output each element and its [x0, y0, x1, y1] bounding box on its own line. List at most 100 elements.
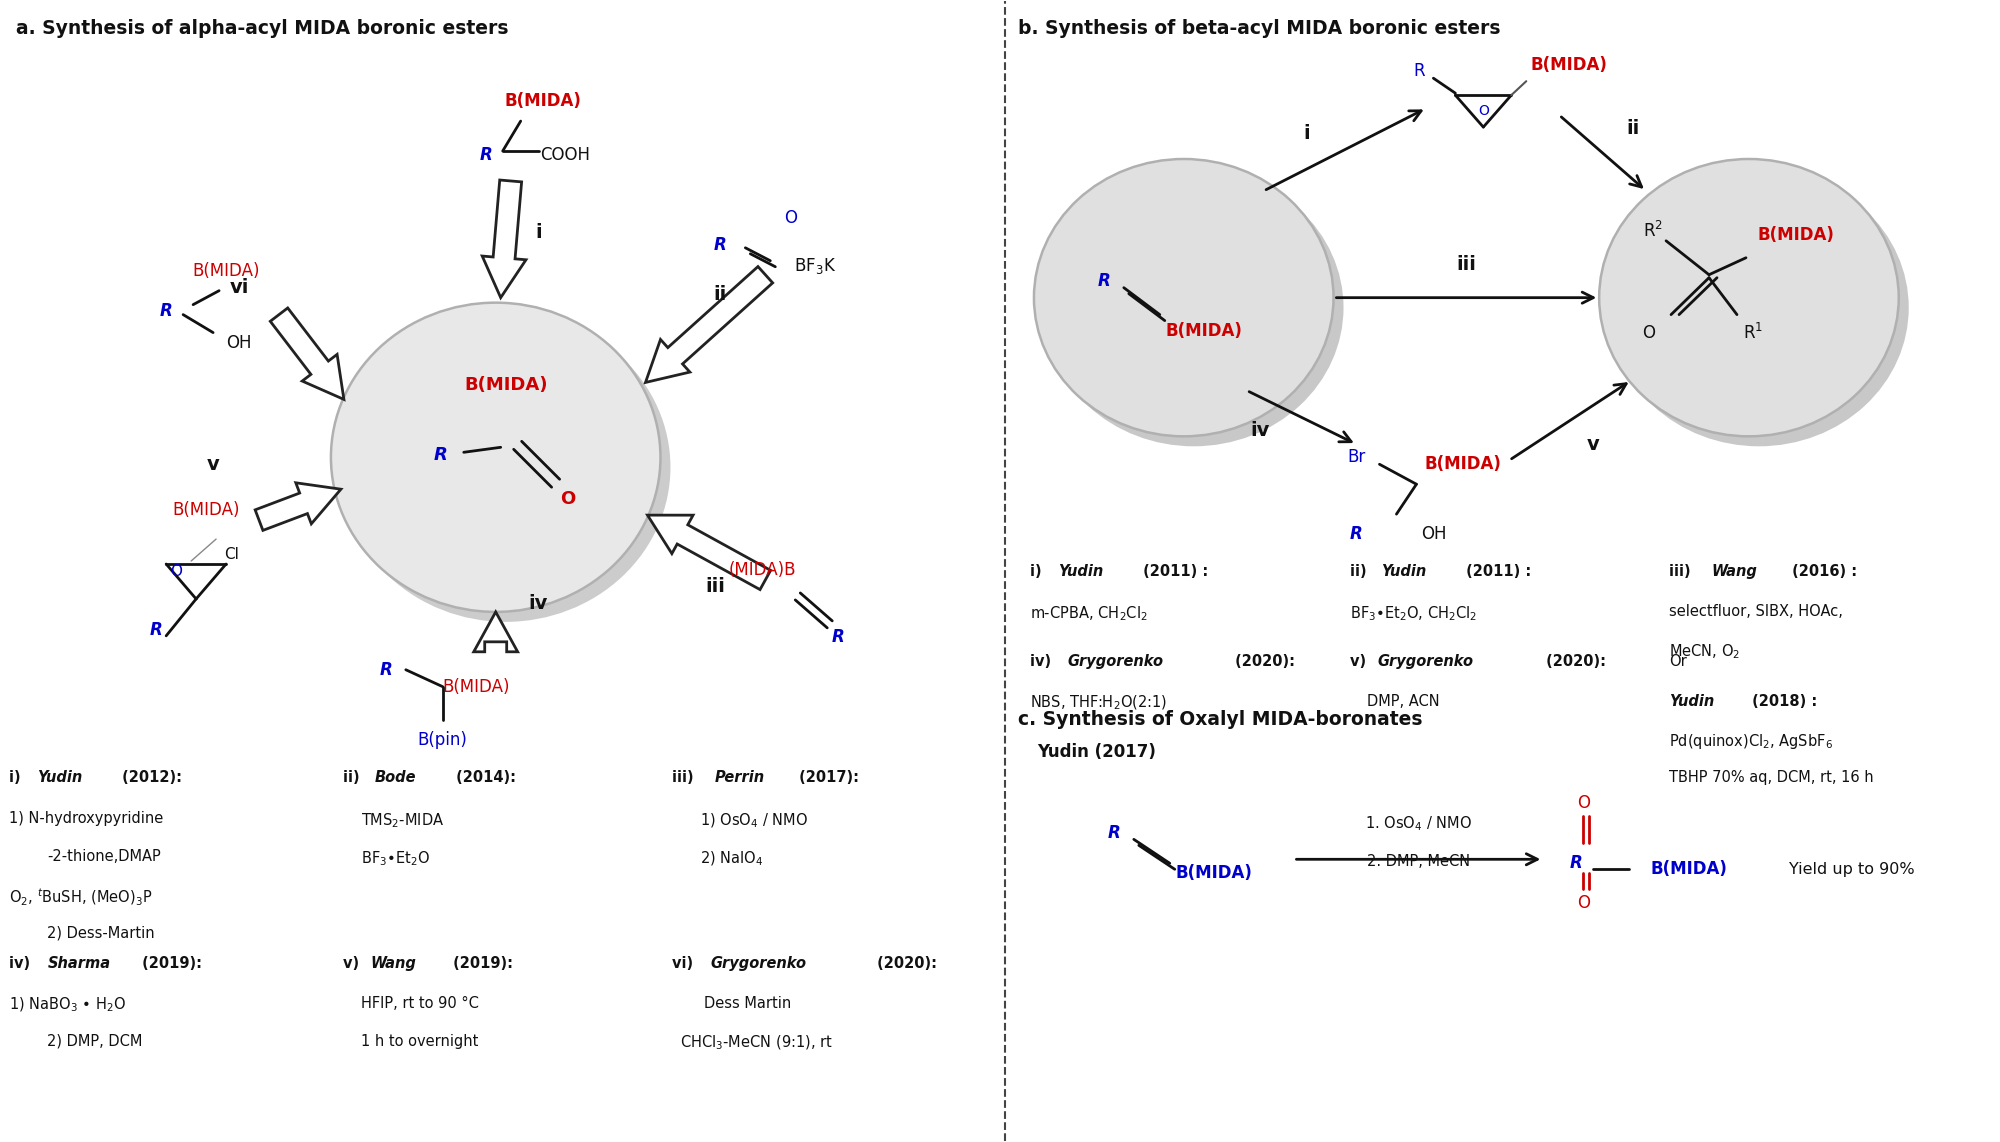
Text: B(MIDA): B(MIDA) — [442, 677, 510, 695]
Text: (2011) :: (2011) : — [1138, 564, 1208, 579]
Text: v: v — [206, 455, 220, 474]
Text: Grygorenko: Grygorenko — [1378, 654, 1474, 669]
Text: 1) NaBO$_3$ • H$_2$O: 1) NaBO$_3$ • H$_2$O — [10, 996, 126, 1014]
Text: COOH: COOH — [540, 146, 590, 164]
Text: Cl: Cl — [224, 547, 238, 562]
Text: R: R — [480, 146, 492, 164]
Text: O: O — [784, 209, 796, 227]
Text: v): v) — [342, 956, 364, 971]
Text: R: R — [1414, 62, 1426, 80]
Text: (2020):: (2020): — [1542, 654, 1606, 669]
Text: 2) NaIO$_4$: 2) NaIO$_4$ — [700, 850, 764, 868]
Text: Yudin: Yudin — [38, 770, 82, 785]
Text: b. Synthesis of beta-acyl MIDA boronic esters: b. Synthesis of beta-acyl MIDA boronic e… — [1018, 18, 1500, 38]
Text: (2019):: (2019): — [448, 956, 512, 971]
Text: a. Synthesis of alpha-acyl MIDA boronic esters: a. Synthesis of alpha-acyl MIDA boronic … — [16, 18, 508, 38]
Text: iii: iii — [706, 578, 726, 596]
Text: (2018) :: (2018) : — [1746, 693, 1818, 709]
Ellipse shape — [1610, 169, 1908, 447]
Text: ii: ii — [1626, 119, 1640, 137]
Text: (2016) :: (2016) : — [1786, 564, 1858, 579]
Text: OH: OH — [226, 333, 252, 352]
Text: R: R — [832, 628, 844, 646]
Text: Dess Martin: Dess Martin — [704, 996, 792, 1011]
Text: R$^1$: R$^1$ — [1742, 322, 1764, 343]
Text: B(MIDA): B(MIDA) — [504, 93, 582, 110]
Text: (2017):: (2017): — [794, 770, 860, 785]
Ellipse shape — [1034, 159, 1334, 436]
Ellipse shape — [1600, 159, 1898, 436]
Text: i): i) — [10, 770, 26, 785]
Text: iii: iii — [1456, 256, 1476, 274]
Text: ii): ii) — [1350, 564, 1372, 579]
Text: iv): iv) — [1030, 654, 1056, 669]
Text: (2011) :: (2011) : — [1462, 564, 1532, 579]
Polygon shape — [256, 483, 340, 530]
Text: Grygorenko: Grygorenko — [710, 956, 806, 971]
Text: v): v) — [1350, 654, 1370, 669]
Text: Yudin: Yudin — [1382, 564, 1426, 579]
Text: R: R — [1570, 854, 1582, 872]
Polygon shape — [270, 308, 344, 400]
Text: NBS, THF:H$_2$O(2:1): NBS, THF:H$_2$O(2:1) — [1030, 693, 1168, 713]
Text: iii): iii) — [672, 770, 700, 785]
Text: B(MIDA): B(MIDA) — [1424, 456, 1502, 473]
Text: Bode: Bode — [374, 770, 416, 785]
Text: R: R — [160, 301, 172, 320]
Text: Yudin: Yudin — [1058, 564, 1104, 579]
Text: R: R — [150, 621, 162, 638]
Text: B(MIDA): B(MIDA) — [1166, 322, 1242, 339]
Text: HFIP, rt to 90 °C: HFIP, rt to 90 °C — [360, 996, 478, 1011]
Polygon shape — [474, 612, 518, 652]
Text: 1) OsO$_4$ / NMO: 1) OsO$_4$ / NMO — [700, 812, 808, 830]
Text: Yield up to 90%: Yield up to 90% — [1788, 862, 1914, 877]
Text: OH: OH — [1420, 525, 1446, 544]
Text: O: O — [170, 564, 182, 579]
Text: BF$_3$K: BF$_3$K — [794, 256, 836, 275]
Text: O: O — [1576, 894, 1590, 912]
Text: R: R — [434, 447, 448, 465]
Text: i: i — [1304, 123, 1310, 143]
Text: iv: iv — [1250, 421, 1270, 440]
Text: Or: Or — [1670, 654, 1686, 669]
Text: MeCN, O$_2$: MeCN, O$_2$ — [1670, 642, 1740, 660]
Text: TMS$_2$-MIDA: TMS$_2$-MIDA — [360, 812, 444, 830]
Polygon shape — [646, 266, 772, 383]
Text: i): i) — [1030, 564, 1046, 579]
Text: 2) DMP, DCM: 2) DMP, DCM — [48, 1034, 142, 1048]
Text: v: v — [1586, 435, 1600, 453]
Text: O: O — [1478, 104, 1488, 118]
Text: B(MIDA): B(MIDA) — [1530, 56, 1608, 74]
Text: ii: ii — [714, 286, 728, 304]
Text: R: R — [380, 661, 392, 678]
Text: Wang: Wang — [1712, 564, 1756, 579]
Text: selectfluor, SIBX, HOAc,: selectfluor, SIBX, HOAc, — [1670, 604, 1842, 619]
Text: Grygorenko: Grygorenko — [1068, 654, 1164, 669]
Text: i: i — [536, 224, 542, 242]
Text: Yudin (2017): Yudin (2017) — [1036, 742, 1156, 761]
Text: m-CPBA, CH$_2$Cl$_2$: m-CPBA, CH$_2$Cl$_2$ — [1030, 604, 1148, 622]
Polygon shape — [482, 180, 526, 298]
Text: CHCl$_3$-MeCN (9:1), rt: CHCl$_3$-MeCN (9:1), rt — [680, 1034, 834, 1052]
Text: vi: vi — [230, 279, 248, 297]
Text: 1 h to overnight: 1 h to overnight — [360, 1034, 478, 1048]
Text: (2012):: (2012): — [118, 770, 182, 785]
Text: Br: Br — [1348, 449, 1366, 466]
Text: O: O — [1642, 323, 1656, 341]
Text: R: R — [1098, 272, 1110, 290]
Text: BF$_3$•Et$_2$O: BF$_3$•Et$_2$O — [360, 850, 430, 868]
Text: BF$_3$•Et$_2$O, CH$_2$Cl$_2$: BF$_3$•Et$_2$O, CH$_2$Cl$_2$ — [1350, 604, 1476, 622]
Text: B(MIDA): B(MIDA) — [464, 377, 548, 394]
Text: 2. DMP, MeCN: 2. DMP, MeCN — [1366, 854, 1470, 869]
Text: O: O — [560, 490, 576, 508]
Text: Wang: Wang — [370, 956, 416, 971]
Text: (2014):: (2014): — [450, 770, 516, 785]
Text: TBHP 70% aq, DCM, rt, 16 h: TBHP 70% aq, DCM, rt, 16 h — [1670, 770, 1874, 785]
Text: B(MIDA): B(MIDA) — [172, 501, 240, 520]
Text: vi): vi) — [672, 956, 698, 971]
Text: O: O — [1576, 795, 1590, 812]
Text: O$_2$, $^t$BuSH, (MeO)$_3$P: O$_2$, $^t$BuSH, (MeO)$_3$P — [10, 887, 152, 908]
Text: R: R — [1350, 525, 1362, 544]
Text: B(MIDA): B(MIDA) — [1176, 864, 1252, 883]
Text: (2020):: (2020): — [1230, 654, 1294, 669]
